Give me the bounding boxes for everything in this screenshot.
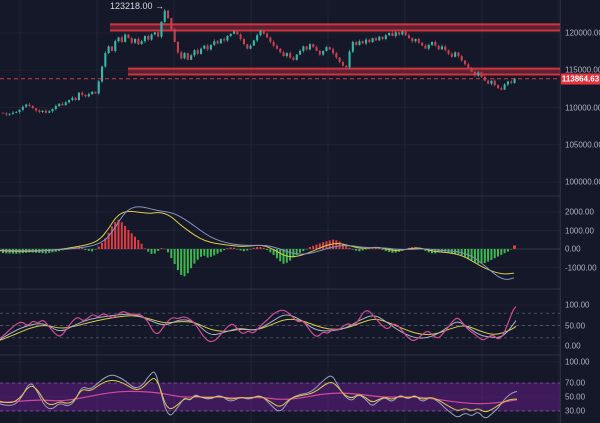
axis-tick-label: 110000.00	[565, 103, 600, 112]
stochastic-pane	[0, 304, 561, 347]
axis-tick-label: 100.00	[565, 357, 590, 367]
axis-tick-label: 105000.00	[565, 140, 600, 150]
rsi_ma	[0, 390, 518, 405]
high-price-label: 123218.00 →	[110, 1, 165, 11]
axis-tick-label: 50.00	[565, 392, 586, 402]
price-axis[interactable]: 113864.63 120000.00 115000.00 110000.00 105…	[560, 0, 600, 423]
axis-tick-label: -1000.00	[565, 263, 597, 272]
price-pane	[0, 9, 561, 183]
axis-tick-label: 115000.00	[565, 65, 600, 75]
axis-tick-label: 70.00	[565, 378, 586, 388]
macd-last-marker	[513, 245, 516, 249]
stoch_slow	[0, 315, 517, 341]
macd_line	[0, 210, 515, 275]
axis-tick-label: 100.00	[565, 300, 590, 310]
axis-tick-label: 0.00	[565, 341, 581, 351]
last-price-badge: 113864.63	[561, 73, 600, 85]
signal_line	[0, 206, 515, 280]
axis-tick-label: 50.00	[565, 321, 586, 330]
macd-pane	[0, 206, 561, 280]
supply-zone	[110, 23, 561, 32]
axis-tick-label: 30.00	[565, 406, 586, 416]
axis-tick-label: 120000.00	[565, 28, 600, 38]
axis-tick-label: 0.00	[565, 244, 581, 254]
candles-layer	[2, 9, 516, 117]
stoch_mid	[0, 313, 517, 340]
axis-tick-label: 2000.00	[565, 207, 594, 217]
axis-tick-label: 100000.00	[565, 177, 600, 187]
grid-layer	[19, 0, 560, 423]
supply-zone	[128, 67, 561, 76]
axis-tick-label: 1000.00	[565, 226, 594, 235]
pane-separators	[0, 195, 600, 356]
rsi_line	[0, 377, 517, 413]
stoch_fast	[0, 306, 517, 343]
rsi-pane	[0, 361, 561, 419]
